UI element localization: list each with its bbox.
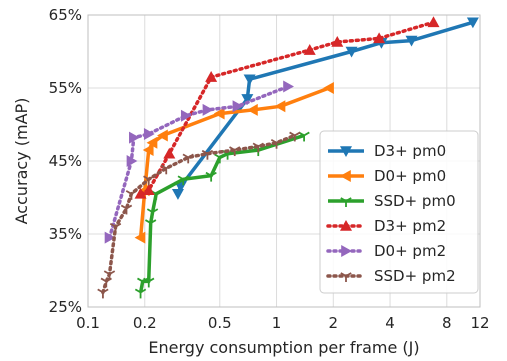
x-tick-label: 2 (329, 314, 339, 332)
data-point (129, 131, 140, 144)
data-point (142, 144, 154, 157)
series-line (176, 20, 474, 195)
x-tick-label: 12 (470, 314, 489, 332)
data-point (142, 184, 155, 195)
x-tick-label: 0.1 (76, 314, 100, 332)
data-point (340, 197, 352, 207)
y-tick-label: 45% (49, 152, 82, 170)
data-point (201, 149, 214, 160)
legend-label: D0+ pm0 (374, 167, 446, 185)
data-point (134, 288, 147, 299)
data-point (340, 170, 351, 182)
data-point (373, 32, 386, 44)
data-point (145, 219, 157, 230)
data-point (202, 103, 214, 116)
data-point (125, 190, 138, 200)
data-point (213, 107, 225, 120)
series-d0-pm2 (104, 80, 294, 244)
legend-entry: D0+ pm2 (326, 242, 446, 260)
data-point (205, 71, 218, 82)
x-ticks: 0.1 0.2 0.5 1 2 4 8 12 (76, 314, 489, 332)
data-point (157, 129, 168, 142)
data-point (405, 35, 418, 47)
data-point (177, 175, 189, 186)
x-tick-label: 0.5 (208, 314, 232, 332)
y-tick-label: 55% (49, 79, 82, 97)
legend-label: SSD+ pm2 (374, 267, 456, 285)
data-point (180, 109, 192, 122)
data-point (146, 136, 158, 149)
y-ticks: 25% 35% 45% 55% 65% (49, 6, 82, 316)
data-point (143, 175, 155, 186)
legend-label: SSD+ pm0 (374, 192, 456, 210)
data-point (289, 131, 301, 142)
data-point (345, 46, 358, 58)
data-point (120, 204, 133, 215)
data-point (109, 222, 122, 233)
data-point (103, 270, 116, 281)
data-point (340, 220, 352, 231)
data-point (243, 74, 256, 86)
legend-entry: SSD+ pm0 (328, 192, 456, 210)
legend-entry: D0+ pm0 (328, 167, 446, 185)
data-point (323, 82, 334, 94)
y-tick-label: 35% (49, 225, 82, 243)
data-point (241, 94, 254, 105)
data-point (134, 231, 146, 244)
legend-entry: SSD+ pm2 (326, 267, 456, 285)
data-point (171, 189, 184, 200)
data-point (340, 146, 352, 157)
y-tick-label: 25% (49, 298, 82, 316)
data-point (163, 147, 176, 159)
series-line (101, 133, 297, 295)
data-point (104, 231, 116, 244)
data-point (229, 146, 241, 157)
x-axis-label: Energy consumption per frame (J) (148, 338, 419, 357)
series-ssd-pm0 (134, 131, 310, 299)
data-point (143, 127, 155, 140)
data-point (146, 208, 159, 219)
data-point (97, 288, 109, 299)
series-d3-pm2 (134, 16, 440, 199)
data-point (270, 138, 283, 149)
plot-frame (87, 14, 481, 308)
data-point (143, 277, 155, 288)
data-point (466, 17, 479, 29)
y-tick-label: 65% (49, 6, 82, 24)
data-point (274, 100, 286, 113)
plot-border (87, 14, 481, 308)
data-point (214, 153, 226, 164)
data-point (232, 100, 244, 113)
series-line (138, 20, 436, 196)
legend-entry: D3+ pm0 (328, 142, 446, 160)
y-axis-label: Accuracy (mAP) (12, 98, 31, 225)
data-point (427, 16, 440, 28)
data-point (205, 171, 217, 182)
data-point (126, 155, 138, 167)
legend: D3+ pm0 D0+ pm0 SSD+ pm0 D3+ pm2 D0+ pm2 SSD+… (319, 130, 479, 294)
series-ssd-pm2 (97, 131, 301, 299)
data-point (283, 80, 294, 93)
x-tick-label: 1 (272, 314, 282, 332)
series-d3-pm0 (171, 17, 479, 200)
x-tick-label: 4 (385, 314, 395, 332)
series-line (107, 84, 290, 240)
x-tick-label: 0.2 (133, 314, 157, 332)
legend-label: D0+ pm2 (374, 242, 446, 260)
data-point (341, 245, 352, 257)
data-point (160, 164, 172, 175)
data-point (331, 36, 344, 47)
legend-entry: D3+ pm2 (326, 217, 446, 235)
x-tick-label: 8 (442, 314, 452, 332)
legend-label: D3+ pm2 (374, 217, 446, 235)
data-point (340, 272, 352, 282)
data-point (134, 187, 147, 199)
data-point (182, 153, 194, 164)
data-point (246, 103, 258, 116)
data-point (252, 142, 264, 153)
legend-label: D3+ pm0 (374, 142, 446, 160)
data-point (303, 44, 316, 55)
series-group (97, 16, 479, 299)
